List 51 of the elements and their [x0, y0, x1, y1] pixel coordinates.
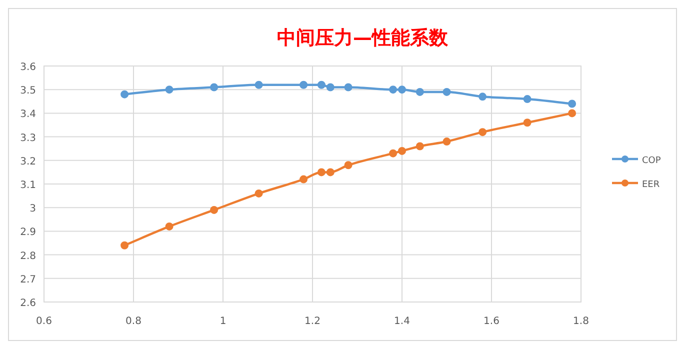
- x-tick-label: 1: [220, 316, 226, 327]
- x-tick-label: 1.8: [573, 316, 589, 327]
- point: [416, 88, 424, 96]
- point: [442, 88, 451, 96]
- point: [300, 175, 308, 184]
- point: [344, 161, 352, 170]
- point: [165, 222, 174, 230]
- point: [442, 138, 451, 146]
- point: [317, 168, 326, 176]
- point: [416, 142, 424, 150]
- x-tick-label: 1.4: [394, 316, 410, 327]
- point: [478, 128, 487, 136]
- x-tick-label: 0.6: [36, 316, 52, 327]
- x-tick-label: 0.8: [126, 316, 142, 327]
- y-tick-label: 2.6: [20, 298, 36, 309]
- y-tick-label: 2.9: [20, 227, 36, 238]
- chart-title: 中间压力—性能系数: [277, 27, 449, 49]
- point: [317, 80, 326, 89]
- point: [120, 90, 129, 98]
- point: [120, 241, 129, 250]
- point: [210, 83, 218, 92]
- x-tick-label: 1.2: [304, 316, 320, 327]
- y-tick-label: 3.3: [20, 132, 36, 144]
- legend-label: COP: [642, 156, 662, 166]
- point: [398, 146, 406, 155]
- point: [326, 83, 334, 92]
- point: [389, 149, 398, 158]
- point: [210, 206, 218, 214]
- y-tick-label: 2.7: [20, 274, 36, 286]
- point: [523, 95, 532, 104]
- point: [326, 168, 334, 176]
- legend-label: EER: [642, 180, 660, 190]
- y-tick-label: 3.6: [20, 62, 36, 73]
- y-tick-label: 3.2: [20, 156, 36, 168]
- point: [165, 86, 174, 94]
- point: [523, 118, 532, 127]
- y-tick-label: 3.1: [20, 180, 36, 191]
- point: [568, 100, 576, 108]
- point: [254, 189, 263, 198]
- y-tick-label: 3.4: [20, 109, 36, 120]
- y-tick-label: 2.8: [20, 250, 36, 262]
- point: [568, 109, 576, 118]
- y-tick-label: 3.5: [20, 86, 36, 97]
- x-tick-label: 1.6: [484, 316, 500, 327]
- point: [344, 83, 352, 92]
- y-tick-label: 3: [30, 204, 36, 215]
- point: [300, 80, 308, 89]
- point: [478, 92, 487, 101]
- point: [389, 86, 398, 94]
- point: [254, 80, 263, 89]
- point: [398, 86, 406, 94]
